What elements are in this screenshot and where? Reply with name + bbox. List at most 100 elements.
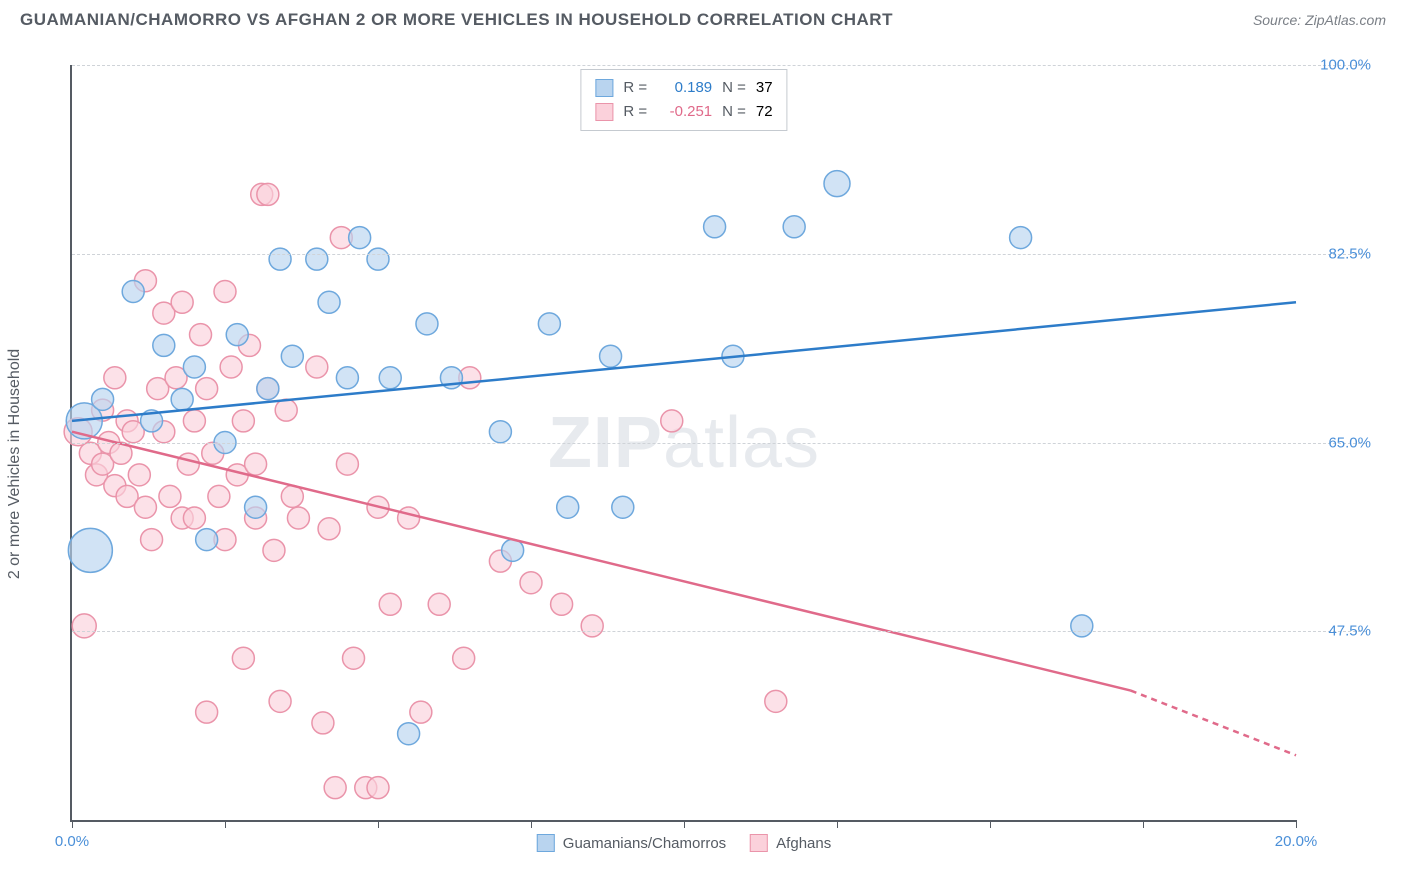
data-point [214,281,236,303]
data-point [92,388,114,410]
data-point [232,647,254,669]
data-point [104,367,126,389]
data-point [367,248,389,270]
data-point [379,593,401,615]
trend-line [72,432,1131,691]
data-point [263,539,285,561]
data-point [824,171,850,197]
data-point [171,291,193,313]
data-point [269,690,291,712]
data-point [557,496,579,518]
data-point [287,507,309,529]
x-tick [531,820,532,828]
data-point [336,453,358,475]
data-point [171,388,193,410]
gridline [72,631,1366,632]
data-point [318,518,340,540]
data-point [306,356,328,378]
data-point [551,593,573,615]
data-point [581,615,603,637]
data-point [196,701,218,723]
swatch-pink-icon [750,834,768,852]
legend-label-blue: Guamanians/Chamorros [563,835,726,852]
data-point [538,313,560,335]
data-point [190,324,212,346]
data-point [367,777,389,799]
data-point [196,378,218,400]
y-axis-label: 2 or more Vehicles in Household [6,348,24,578]
plot-area: ZIPatlas R = 0.189 N = 37 R = -0.251 N =… [70,65,1296,822]
data-point [208,485,230,507]
gridline [72,443,1366,444]
data-point [1071,615,1093,637]
data-point [453,647,475,669]
data-point [318,291,340,313]
data-point [783,216,805,238]
data-point [349,227,371,249]
x-tick [225,820,226,828]
data-point [183,507,205,529]
data-point [128,464,150,486]
data-point [177,453,199,475]
legend-label-pink: Afghans [776,835,831,852]
data-point [489,421,511,443]
data-point [220,356,242,378]
x-tick [72,820,73,828]
data-point [232,410,254,432]
data-point [336,367,358,389]
data-point [141,529,163,551]
data-point [612,496,634,518]
chart-container: 2 or more Vehicles in Household ZIPatlas… [30,45,1376,882]
data-point [245,496,267,518]
data-point [275,399,297,421]
data-point [520,572,542,594]
chart-title: GUAMANIAN/CHAMORRO VS AFGHAN 2 OR MORE V… [20,10,893,30]
data-point [428,593,450,615]
data-point [134,496,156,518]
y-tick-label: 82.5% [1306,245,1371,262]
legend-item-blue: Guamanians/Chamorros [537,834,726,852]
data-point [1010,227,1032,249]
data-point [324,777,346,799]
y-tick-label: 47.5% [1306,623,1371,640]
data-point [72,614,96,638]
data-point [153,334,175,356]
data-point [661,410,683,432]
x-tick [1296,820,1297,828]
x-tick [378,820,379,828]
data-point [379,367,401,389]
x-tick [990,820,991,828]
data-point [159,485,181,507]
trend-line [72,302,1296,421]
data-point [398,507,420,529]
data-point [704,216,726,238]
legend-item-pink: Afghans [750,834,831,852]
data-point [226,324,248,346]
x-tick [684,820,685,828]
data-point [600,345,622,367]
x-tick-label: 0.0% [55,833,89,850]
x-tick [837,820,838,828]
data-point [410,701,432,723]
data-point [257,183,279,205]
data-point [196,529,218,551]
gridline [72,65,1366,66]
legend-series: Guamanians/Chamorros Afghans [537,834,831,852]
trend-line [1131,691,1296,756]
data-point [183,356,205,378]
gridline [72,254,1366,255]
y-tick-label: 100.0% [1306,57,1371,74]
data-point [765,690,787,712]
data-point [502,539,524,561]
data-point [122,281,144,303]
data-point [343,647,365,669]
data-point [245,453,267,475]
x-tick [1143,820,1144,828]
swatch-blue-icon [537,834,555,852]
data-point [312,712,334,734]
data-point [306,248,328,270]
data-point [269,248,291,270]
data-point [183,410,205,432]
data-point [398,723,420,745]
data-point [416,313,438,335]
